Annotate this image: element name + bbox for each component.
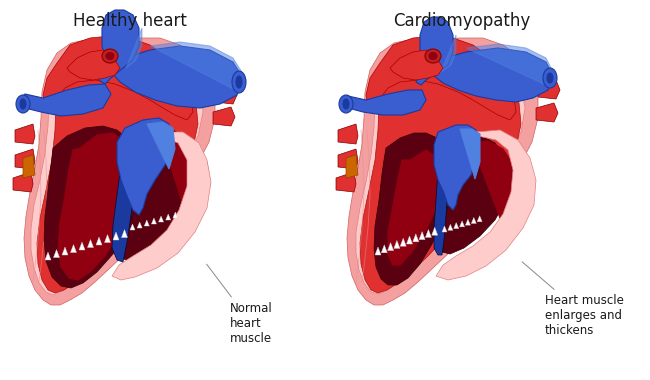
Polygon shape [436,130,536,280]
Polygon shape [173,212,178,218]
Polygon shape [434,135,453,255]
Ellipse shape [20,99,26,109]
Polygon shape [538,80,560,99]
Polygon shape [13,172,33,192]
Polygon shape [454,223,459,229]
Polygon shape [413,234,419,242]
Polygon shape [425,230,432,238]
Polygon shape [151,218,157,224]
Polygon shape [382,245,387,253]
Polygon shape [70,244,77,252]
Ellipse shape [547,73,553,83]
Polygon shape [159,216,164,222]
Polygon shape [88,239,94,247]
Polygon shape [150,42,243,91]
Polygon shape [99,10,139,84]
Polygon shape [45,252,51,260]
Polygon shape [442,226,447,232]
Polygon shape [390,50,443,80]
Polygon shape [126,28,142,68]
Polygon shape [471,217,476,223]
Polygon shape [67,50,120,80]
Polygon shape [477,216,482,222]
Polygon shape [15,124,35,144]
Polygon shape [441,35,456,72]
Polygon shape [448,224,453,230]
Polygon shape [347,38,538,305]
Polygon shape [114,130,202,261]
Polygon shape [356,48,525,294]
Ellipse shape [543,68,557,88]
Ellipse shape [425,49,441,63]
Polygon shape [360,61,521,293]
Polygon shape [147,122,175,169]
Polygon shape [117,118,171,215]
Polygon shape [53,250,60,258]
Polygon shape [23,155,35,178]
Ellipse shape [106,52,114,60]
Polygon shape [432,227,437,235]
Ellipse shape [429,52,437,60]
Polygon shape [366,36,516,120]
Polygon shape [431,48,553,102]
Polygon shape [19,84,111,116]
Ellipse shape [232,71,246,93]
Polygon shape [387,242,394,250]
Polygon shape [58,133,135,280]
Polygon shape [416,17,453,85]
Polygon shape [24,38,215,305]
Polygon shape [471,141,518,226]
Polygon shape [79,242,85,250]
Polygon shape [15,149,35,169]
Polygon shape [112,132,211,280]
Polygon shape [374,133,453,285]
Polygon shape [110,46,243,108]
Polygon shape [336,172,356,192]
Polygon shape [113,232,119,240]
Polygon shape [130,224,135,230]
Polygon shape [62,247,68,255]
Polygon shape [31,48,203,295]
Polygon shape [419,231,425,240]
Polygon shape [338,149,358,169]
Polygon shape [465,219,471,225]
Text: Cardiomyopathy: Cardiomyopathy [393,12,530,30]
Ellipse shape [102,49,118,63]
Polygon shape [438,135,510,254]
Polygon shape [105,234,111,242]
Polygon shape [96,237,102,245]
Polygon shape [137,222,142,228]
Polygon shape [460,221,465,227]
Ellipse shape [343,99,349,109]
Polygon shape [215,85,237,104]
Polygon shape [43,36,193,120]
Polygon shape [161,136,210,230]
Polygon shape [112,128,143,262]
Ellipse shape [339,95,353,113]
Polygon shape [388,150,443,265]
Polygon shape [44,126,141,288]
Text: Normal
heart
muscle: Normal heart muscle [207,264,273,345]
Polygon shape [536,103,558,122]
Polygon shape [406,236,413,244]
Polygon shape [213,107,235,126]
Polygon shape [375,247,381,255]
Polygon shape [37,61,198,293]
Polygon shape [144,220,150,226]
Text: Heart muscle
enlarges and
thickens: Heart muscle enlarges and thickens [522,262,624,337]
Polygon shape [400,238,406,246]
Polygon shape [122,230,127,238]
Polygon shape [346,155,358,178]
Ellipse shape [236,76,242,88]
Polygon shape [466,44,553,86]
Polygon shape [394,241,400,249]
Polygon shape [434,125,476,210]
Polygon shape [343,90,426,115]
Polygon shape [338,124,358,144]
Text: Healthy heart: Healthy heart [73,12,187,30]
Polygon shape [460,129,480,179]
Ellipse shape [16,95,30,113]
Polygon shape [166,214,171,220]
